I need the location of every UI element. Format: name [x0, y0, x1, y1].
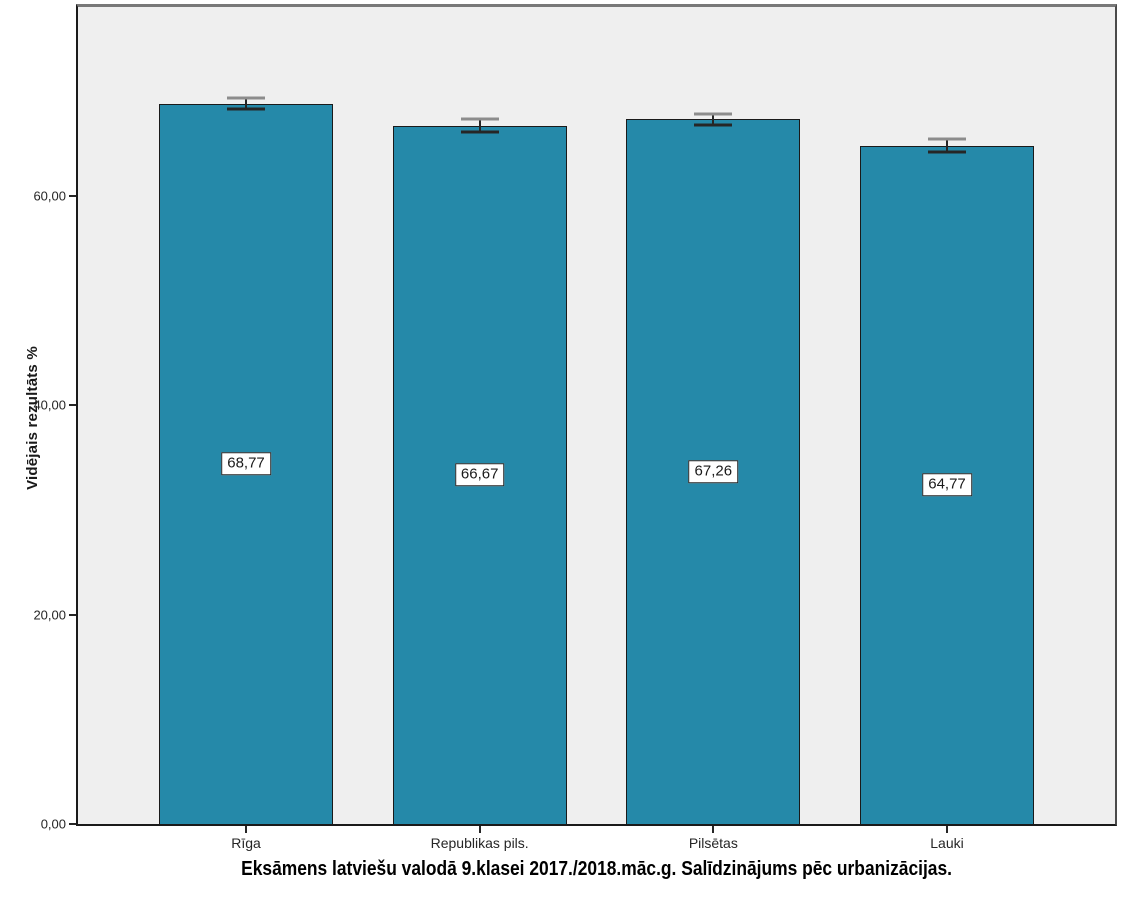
bar-value-label: 64,77	[922, 473, 972, 497]
error-bar-stem	[478, 119, 481, 133]
error-bar-cap-bottom	[928, 150, 966, 154]
bar-value-label: 68,77	[221, 452, 271, 476]
x-tick-mark	[712, 826, 715, 833]
x-tick-label: Pilsētas	[688, 835, 738, 851]
error-bar-cap-bottom	[460, 130, 499, 134]
error-bar-cap-bottom	[694, 123, 733, 127]
x-tick-mark	[478, 826, 481, 833]
error-bar-cap-top	[928, 137, 966, 141]
y-tick-mark	[69, 194, 76, 197]
y-tick-label: 0,00	[40, 816, 66, 832]
error-bar-stem	[245, 98, 247, 110]
y-tick-mark	[69, 613, 76, 616]
y-axis-title: Vidējais rezultāts %	[24, 346, 41, 490]
error-bar-cap-top	[694, 112, 733, 116]
x-tick-mark	[946, 826, 948, 833]
error-bar-cap-bottom	[227, 107, 265, 111]
y-tick-label: 20,00	[33, 607, 66, 622]
y-tick-label: 60,00	[33, 188, 66, 204]
error-bar-cap-top	[227, 96, 265, 100]
bar-value-label: 66,67	[454, 463, 505, 487]
x-tick-label: Lauki	[930, 835, 964, 851]
error-bar-cap-top	[460, 117, 499, 121]
y-tick-mark	[69, 823, 76, 825]
x-tick-label: Republikas pils.	[430, 835, 529, 851]
chart-title-text: Eksāmens latviešu valodā 9.klasei 2017./…	[241, 858, 952, 880]
error-bar-stem	[712, 114, 715, 125]
bar-value-label: 67,26	[688, 459, 739, 484]
error-bar-stem	[946, 138, 948, 153]
y-tick-label: 40,00	[33, 397, 66, 413]
x-tick-label: Rīga	[231, 835, 261, 851]
y-tick-mark	[69, 404, 76, 407]
chart-title: Eksāmens latviešu valodā 9.klasei 2017./…	[78, 858, 1115, 881]
x-tick-mark	[245, 826, 247, 833]
